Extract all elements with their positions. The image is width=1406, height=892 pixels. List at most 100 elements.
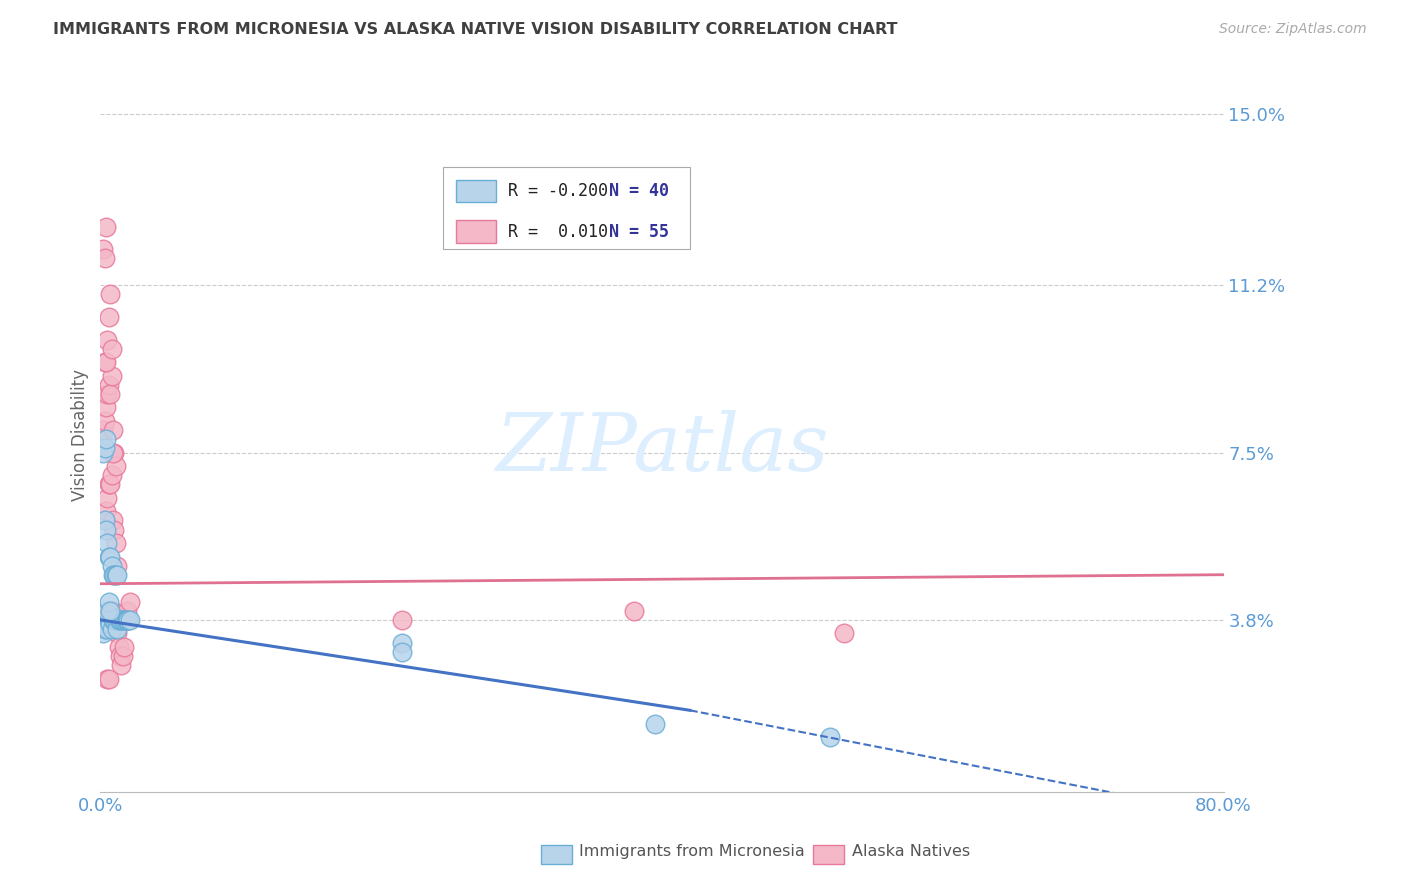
Point	[104, 613, 127, 627]
Point	[93, 513, 115, 527]
Point	[96, 387, 118, 401]
Point	[96, 604, 118, 618]
Point	[94, 523, 117, 537]
Point	[97, 613, 120, 627]
FancyBboxPatch shape	[457, 179, 496, 202]
Point	[834, 626, 856, 640]
Point	[115, 613, 138, 627]
Point	[111, 649, 134, 664]
Point	[97, 549, 120, 564]
Text: Source: ZipAtlas.com: Source: ZipAtlas.com	[1219, 22, 1367, 37]
Point	[103, 445, 125, 459]
Point	[117, 613, 139, 627]
Point	[101, 445, 124, 459]
Point	[93, 513, 115, 527]
Point	[93, 613, 115, 627]
Point	[103, 567, 125, 582]
Point	[103, 613, 125, 627]
Point	[104, 613, 127, 627]
Point	[96, 613, 118, 627]
Point	[94, 504, 117, 518]
Point	[108, 613, 131, 627]
Point	[391, 635, 413, 649]
Point	[101, 567, 124, 582]
Point	[100, 468, 122, 483]
Point	[118, 595, 141, 609]
Point	[100, 558, 122, 573]
Text: Alaska Natives: Alaska Natives	[852, 845, 970, 859]
Point	[96, 622, 118, 636]
Point	[94, 432, 117, 446]
FancyBboxPatch shape	[443, 167, 690, 249]
Point	[391, 613, 413, 627]
Text: Immigrants from Micronesia: Immigrants from Micronesia	[579, 845, 806, 859]
Point	[98, 287, 121, 301]
Point	[98, 617, 121, 632]
Point	[98, 477, 121, 491]
Point	[96, 333, 118, 347]
Point	[112, 613, 135, 627]
Point	[107, 613, 129, 627]
Point	[100, 342, 122, 356]
Point	[105, 567, 128, 582]
Text: R =  0.010: R = 0.010	[508, 223, 607, 241]
Point	[97, 595, 120, 609]
Point	[93, 441, 115, 455]
Point	[391, 644, 413, 658]
Point	[96, 536, 118, 550]
Point	[94, 617, 117, 632]
Point	[98, 387, 121, 401]
Point	[93, 252, 115, 266]
Point	[820, 731, 842, 745]
Point	[97, 310, 120, 324]
Point	[91, 626, 114, 640]
Point	[91, 445, 114, 459]
Point	[97, 377, 120, 392]
Point	[100, 604, 122, 618]
Point	[97, 613, 120, 627]
Text: N = 40: N = 40	[609, 182, 669, 200]
Point	[105, 622, 128, 636]
Point	[104, 459, 127, 474]
Point	[93, 355, 115, 369]
Point	[623, 604, 645, 618]
Point	[98, 604, 121, 618]
Point	[117, 613, 139, 627]
Point	[91, 242, 114, 256]
Point	[98, 604, 121, 618]
Point	[104, 567, 127, 582]
Point	[114, 613, 136, 627]
Point	[94, 219, 117, 234]
Point	[110, 613, 132, 627]
Point	[101, 613, 124, 627]
Point	[107, 640, 129, 654]
Point	[644, 717, 666, 731]
Point	[93, 414, 115, 428]
Point	[105, 626, 128, 640]
Text: R = -0.200: R = -0.200	[508, 182, 607, 200]
Point	[94, 355, 117, 369]
Point	[118, 613, 141, 627]
Point	[114, 613, 136, 627]
Point	[97, 477, 120, 491]
Point	[101, 423, 124, 437]
Point	[100, 368, 122, 383]
Point	[101, 604, 124, 618]
Text: IMMIGRANTS FROM MICRONESIA VS ALASKA NATIVE VISION DISABILITY CORRELATION CHART: IMMIGRANTS FROM MICRONESIA VS ALASKA NAT…	[53, 22, 898, 37]
Text: N = 55: N = 55	[609, 223, 669, 241]
Point	[96, 672, 118, 686]
Point	[103, 613, 125, 627]
Point	[101, 513, 124, 527]
Point	[93, 622, 115, 636]
Point	[115, 604, 138, 618]
Point	[91, 423, 114, 437]
Point	[111, 613, 134, 627]
Point	[98, 549, 121, 564]
Text: ZIPatlas: ZIPatlas	[495, 410, 828, 488]
Point	[100, 622, 122, 636]
Point	[105, 558, 128, 573]
FancyBboxPatch shape	[457, 220, 496, 244]
Point	[94, 401, 117, 415]
Point	[91, 613, 114, 627]
Point	[97, 672, 120, 686]
